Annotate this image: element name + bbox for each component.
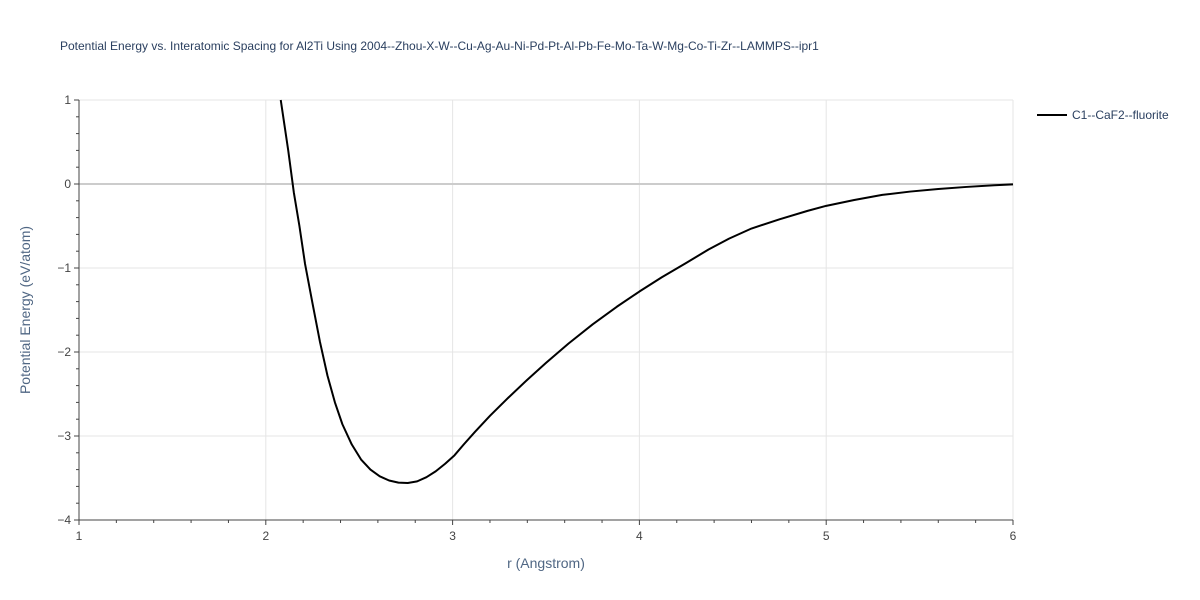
y-tick-label: −2 (57, 345, 71, 359)
series-layer (279, 99, 1014, 485)
x-tick-label: 3 (449, 529, 456, 543)
y-axis-title: Potential Energy (eV/atom) (17, 226, 33, 394)
x-tick-label: 2 (262, 529, 269, 543)
x-tick-label: 5 (823, 529, 830, 543)
legend-label[interactable]: C1--CaF2--fluorite (1072, 108, 1169, 122)
y-tick-label: −4 (57, 513, 71, 527)
x-axis-title: r (Angstrom) (507, 555, 585, 571)
y-tick-label: −3 (57, 429, 71, 443)
chart-title: Potential Energy vs. Interatomic Spacing… (60, 39, 819, 53)
x-tick-label: 4 (636, 529, 643, 543)
y-tick-label: 0 (64, 177, 71, 191)
y-tick-label: −1 (57, 261, 71, 275)
x-tick-label: 6 (1010, 529, 1017, 543)
legend[interactable]: C1--CaF2--fluorite (1037, 108, 1169, 122)
series-line (279, 99, 1014, 485)
y-tick-label: 1 (64, 93, 71, 107)
grid-lines (79, 99, 1014, 520)
axes (74, 99, 1014, 525)
x-tick-label: 1 (76, 529, 83, 543)
tick-labels: 1 2 3 4 5 6 1 0 −1 −2 −3 −4 (57, 93, 1016, 543)
